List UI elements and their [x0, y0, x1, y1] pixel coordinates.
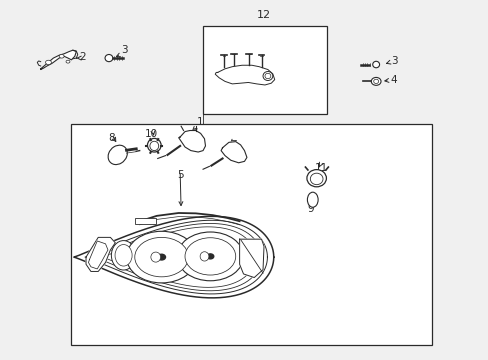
Text: 1: 1: [196, 117, 203, 127]
Ellipse shape: [307, 192, 318, 207]
Ellipse shape: [264, 73, 270, 79]
Ellipse shape: [111, 240, 136, 270]
Text: 6: 6: [191, 128, 198, 138]
Polygon shape: [88, 241, 108, 269]
Text: 7: 7: [230, 140, 237, 150]
Ellipse shape: [115, 244, 132, 266]
Circle shape: [184, 238, 235, 275]
Text: 11: 11: [314, 163, 327, 173]
Circle shape: [135, 237, 188, 277]
Ellipse shape: [372, 61, 379, 68]
Polygon shape: [86, 237, 115, 271]
Polygon shape: [239, 239, 264, 278]
Ellipse shape: [373, 79, 378, 84]
Text: 3: 3: [390, 56, 397, 66]
Ellipse shape: [151, 252, 160, 262]
Ellipse shape: [370, 77, 380, 85]
Polygon shape: [221, 141, 246, 163]
Circle shape: [177, 232, 243, 281]
Polygon shape: [41, 50, 76, 69]
Ellipse shape: [200, 252, 208, 261]
Text: 5: 5: [177, 170, 183, 180]
Circle shape: [206, 254, 213, 259]
Polygon shape: [178, 131, 205, 152]
Text: 2: 2: [80, 52, 86, 62]
Circle shape: [59, 54, 64, 58]
Bar: [71, 125, 431, 345]
Circle shape: [66, 60, 70, 63]
Text: 10: 10: [145, 129, 158, 139]
Text: 4: 4: [390, 75, 397, 85]
Text: 12: 12: [256, 10, 270, 21]
Circle shape: [158, 254, 165, 260]
Ellipse shape: [263, 72, 272, 81]
Ellipse shape: [310, 173, 323, 185]
Ellipse shape: [306, 170, 326, 187]
Ellipse shape: [147, 138, 161, 152]
Circle shape: [126, 231, 196, 283]
Text: 9: 9: [307, 204, 313, 215]
Text: 8: 8: [108, 134, 115, 143]
Ellipse shape: [108, 145, 127, 165]
FancyBboxPatch shape: [135, 218, 156, 225]
Ellipse shape: [105, 54, 113, 62]
Ellipse shape: [150, 141, 158, 150]
Bar: [203, 26, 327, 114]
Circle shape: [45, 60, 51, 64]
Text: 3: 3: [122, 45, 128, 55]
Polygon shape: [215, 65, 274, 85]
